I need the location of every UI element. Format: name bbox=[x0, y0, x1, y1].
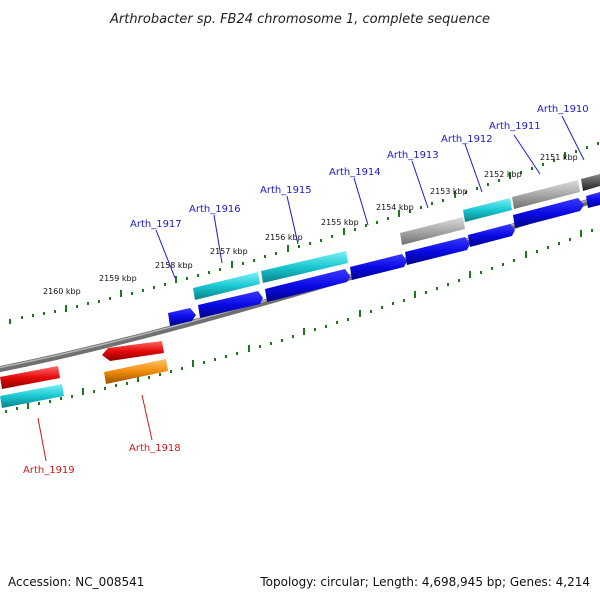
gene-blue[interactable] bbox=[586, 192, 600, 208]
gene-label-arth-1914[interactable]: Arth_1914 bbox=[329, 167, 381, 178]
gene-cyan[interactable] bbox=[261, 251, 348, 283]
scale-label: 2156 kbp bbox=[265, 233, 303, 242]
gene-leader-lines bbox=[37, 115, 585, 462]
gene-cyan[interactable] bbox=[193, 272, 260, 300]
scale-label: 2157 kbp bbox=[210, 247, 248, 256]
gene-ring-blue bbox=[168, 192, 600, 326]
scale-label: 2154 kbp bbox=[376, 203, 414, 212]
scale-label: 2152 kbp bbox=[484, 170, 522, 179]
gene-dark-gray[interactable] bbox=[581, 174, 600, 191]
gene-cyan[interactable] bbox=[0, 384, 64, 408]
scale-label: 2159 kbp bbox=[99, 274, 137, 283]
gene-gray[interactable] bbox=[400, 217, 465, 245]
gene-gray[interactable] bbox=[512, 180, 580, 209]
scale-ruler-top bbox=[9, 142, 599, 324]
gene-label-arth-1910[interactable]: Arth_1910 bbox=[537, 104, 589, 115]
gene-blue[interactable] bbox=[513, 198, 584, 228]
scale-label: 2153 kbp bbox=[430, 187, 468, 196]
gene-label-arth-1917[interactable]: Arth_1917 bbox=[130, 219, 182, 230]
gene-blue[interactable] bbox=[168, 308, 196, 326]
gene-label-arth-1919[interactable]: Arth_1919 bbox=[23, 465, 75, 476]
gene-blue[interactable] bbox=[350, 254, 407, 280]
gene-red[interactable] bbox=[102, 341, 164, 361]
map-title: Arthrobacter sp. FB24 chromosome 1, comp… bbox=[109, 12, 490, 27]
gene-label-arth-1911[interactable]: Arth_1911 bbox=[489, 121, 541, 132]
gene-ring-inner bbox=[0, 341, 168, 408]
scale-label: 2158 kbp bbox=[155, 261, 193, 270]
gene-label-arth-1916[interactable]: Arth_1916 bbox=[189, 204, 241, 215]
scale-ruler-bottom bbox=[5, 229, 593, 413]
gene-blue[interactable] bbox=[265, 269, 350, 302]
accession-text: Accession: NC_008541 bbox=[8, 575, 144, 589]
gene-blue[interactable] bbox=[198, 291, 263, 318]
gene-label-arth-1913[interactable]: Arth_1913 bbox=[387, 150, 439, 161]
gene-orange[interactable] bbox=[104, 359, 168, 384]
gene-blue[interactable] bbox=[405, 237, 470, 265]
topology-summary: Topology: circular; Length: 4,698,945 bp… bbox=[259, 575, 590, 589]
gene-blue[interactable] bbox=[468, 224, 515, 247]
scale-label: 2151 kbp bbox=[540, 153, 578, 162]
gene-label-arth-1918[interactable]: Arth_1918 bbox=[129, 443, 181, 454]
gene-ring-outer bbox=[193, 174, 600, 300]
gene-red[interactable] bbox=[0, 366, 60, 389]
scale-label: 2155 kbp bbox=[321, 218, 359, 227]
gene-cyan[interactable] bbox=[463, 198, 512, 222]
scale-label: 2160 kbp bbox=[43, 287, 81, 296]
gene-label-arth-1912[interactable]: Arth_1912 bbox=[441, 134, 493, 145]
gene-label-arth-1915[interactable]: Arth_1915 bbox=[260, 185, 312, 196]
